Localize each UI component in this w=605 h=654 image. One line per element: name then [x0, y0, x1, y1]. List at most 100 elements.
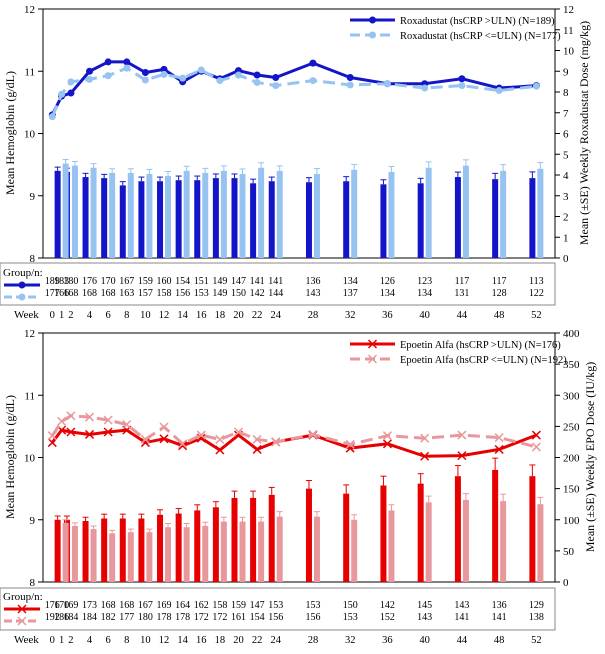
left-tick-label: 12 [24, 4, 35, 16]
n-count: 134 [380, 288, 395, 299]
dose-bar [101, 518, 108, 582]
hb-point [345, 443, 355, 453]
dose-bar [492, 469, 499, 582]
hb-point [85, 429, 95, 439]
n-count: 143 [454, 600, 469, 611]
hb-point [66, 427, 76, 437]
n-count: 153 [268, 600, 283, 611]
left-tick-label: 8 [30, 253, 36, 265]
dose-bar [454, 177, 461, 258]
hb-point [67, 78, 75, 86]
n-count: 159 [231, 600, 246, 611]
week-tick-label: 36 [382, 310, 393, 321]
n-count: 177 [119, 612, 134, 623]
hb-point [457, 430, 467, 440]
right-tick-label: 50 [563, 546, 575, 558]
dose-bar [492, 179, 499, 258]
epoetin-dose-bars [54, 457, 544, 582]
n-count: 176 [82, 276, 97, 287]
n-count: 138 [529, 612, 544, 623]
epoetin-week-labels: 0 1 2 4 6 8 10 12 14 16 18 20 22 24 28 32 36 40 44 48 52 [50, 635, 542, 646]
dose-bar [175, 513, 182, 582]
hb-point [233, 427, 244, 437]
n-count: 177 [45, 288, 60, 299]
dose-bar [258, 167, 265, 258]
hb-point [196, 430, 206, 440]
dose-bar [351, 519, 358, 582]
n-count: 156 [305, 612, 320, 623]
hb-point [272, 82, 280, 90]
week-tick-label: 16 [196, 310, 207, 321]
dose-bar [239, 521, 246, 582]
n-count: 147 [250, 600, 265, 611]
dose-bar [71, 525, 78, 582]
right-tick-label: 0 [563, 577, 569, 589]
week-tick-label: 0 [50, 635, 55, 646]
n-count: 186 [54, 612, 69, 623]
dose-bar [146, 532, 153, 582]
roxadustat-left-axis: 8 9 10 11 12 [24, 4, 43, 265]
week-tick-label: 18 [215, 310, 226, 321]
hb-point [309, 77, 317, 85]
n-count: 143 [417, 612, 432, 623]
hb-point [140, 434, 150, 444]
dose-bar [417, 483, 424, 582]
week-tick-label: 22 [252, 635, 263, 646]
n-count: 189 [45, 276, 60, 287]
n-count: 182 [101, 612, 116, 623]
n-count: 172 [212, 612, 227, 623]
hb-point [346, 73, 354, 81]
dose-bar [165, 527, 172, 582]
hb-point [308, 429, 318, 439]
dose-bar [183, 527, 190, 582]
n-count: 169 [63, 600, 78, 611]
n-count: 168 [119, 600, 134, 611]
n-table-marker [17, 604, 27, 614]
hb-point [272, 73, 280, 81]
dose-bar [127, 172, 134, 258]
week-tick-label: 1 [59, 310, 64, 321]
right-tick-label: 250 [563, 421, 580, 433]
dose-bar [313, 516, 320, 582]
n-count: 141 [454, 612, 469, 623]
hb-point [140, 438, 150, 448]
n-table-marker [17, 616, 27, 626]
dose-bar [388, 171, 395, 258]
hb-point [252, 444, 262, 454]
roxadustat-group-label: Group/n: [3, 267, 43, 279]
week-tick-label: 8 [124, 310, 129, 321]
dose-bar [454, 476, 461, 582]
n-count: 142 [250, 288, 265, 299]
hb-point [346, 81, 354, 89]
dose-bar [54, 170, 61, 258]
week-tick-label: 28 [308, 310, 319, 321]
dose-bar [212, 507, 219, 582]
hb-point [47, 431, 57, 441]
dose-bar [54, 519, 61, 582]
hb-point [215, 434, 225, 444]
epoetin-n-table-frame [0, 587, 556, 631]
dose-bar [239, 173, 246, 258]
dose-bar [146, 173, 153, 258]
n-table-marker [18, 293, 26, 301]
n-count: 154 [175, 276, 190, 287]
hb-point [253, 78, 261, 86]
right-tick-label: 9 [563, 66, 569, 78]
week-tick-label: 20 [233, 310, 244, 321]
week-tick-label: 28 [308, 635, 319, 646]
dose-bar [90, 529, 97, 582]
n-count: 153 [194, 288, 209, 299]
dose-bar [380, 485, 387, 582]
right-tick-label: 150 [563, 484, 580, 496]
n-count: 159 [138, 276, 153, 287]
right-tick-label: 10 [563, 46, 575, 58]
hb-point [179, 74, 187, 82]
dose-bar [157, 514, 164, 582]
week-tick-label: 0 [50, 310, 55, 321]
week-tick-label: 1 [59, 635, 64, 646]
week-tick-label: 44 [457, 310, 468, 321]
n-count: 149 [212, 276, 227, 287]
n-count: 168 [82, 288, 97, 299]
